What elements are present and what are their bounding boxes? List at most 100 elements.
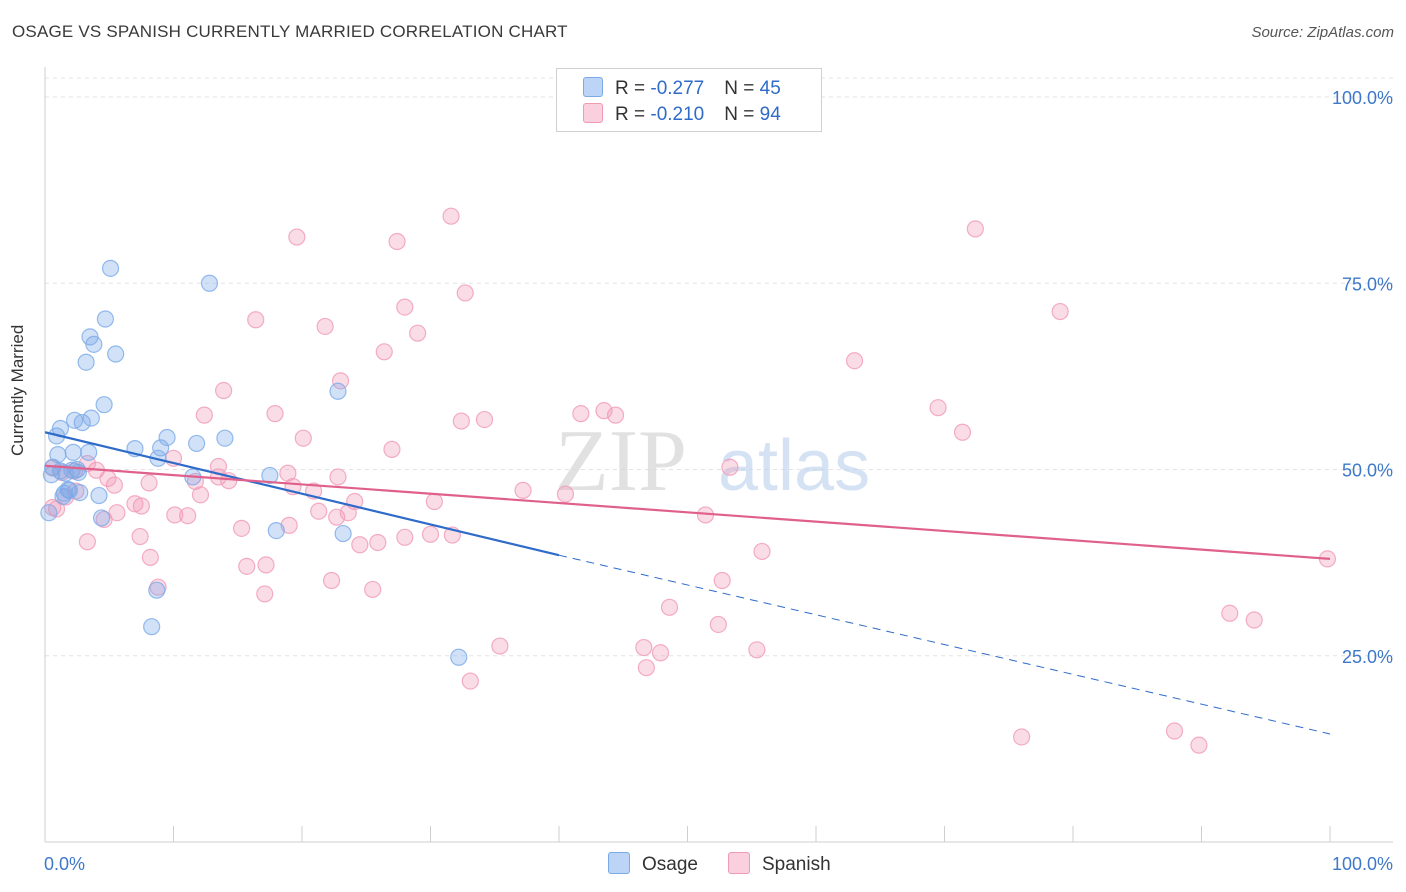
osage-point-38: [267, 521, 285, 540]
osage-point-5: [107, 345, 125, 363]
osage-point-2: [96, 310, 114, 328]
osage-points: [40, 259, 468, 666]
spanish-point-20: [475, 410, 494, 429]
osage-point-1: [200, 274, 219, 292]
spanish-point-12: [331, 372, 350, 390]
spanish-point-63: [421, 525, 440, 543]
osage-n-value: 45: [759, 78, 781, 99]
axes: [44, 67, 1393, 843]
osage-point-36: [40, 504, 58, 522]
spanish-point-76: [364, 580, 382, 599]
spanish-point-53: [310, 502, 328, 520]
osage-point-37: [92, 509, 111, 527]
spanish-point-0: [442, 207, 460, 225]
legend-row-osage: R = -0.277 N = 45: [583, 77, 781, 99]
spanish-point-54: [166, 506, 184, 524]
spanish-point-50: [126, 495, 144, 513]
osage-point-7: [329, 382, 347, 400]
osage-point-35: [90, 486, 108, 505]
spanish-point-17: [572, 405, 590, 423]
osage-trend-line: [44, 431, 560, 557]
osage-point-32: [60, 481, 79, 499]
spanish-r-value: -0.210: [650, 104, 705, 125]
osage-r-value: -0.277: [650, 78, 705, 99]
spanish-point-66: [396, 528, 414, 546]
spanish-point-22: [294, 429, 312, 447]
osage-point-20: [49, 446, 67, 464]
spanish-point-48: [425, 492, 443, 511]
watermark: ZIP atlas: [555, 413, 870, 510]
x-tick-label-min: 0.0%: [44, 854, 85, 874]
osage-point-21: [152, 439, 170, 457]
spanish-point-13: [215, 381, 233, 400]
y-tick-label-75: 75.0%: [1342, 274, 1393, 294]
spanish-point-82: [709, 615, 727, 634]
osage-point-13: [158, 428, 176, 447]
spanish-point-23: [953, 423, 972, 441]
osage-swatch: [583, 77, 603, 97]
spanish-point-87: [637, 659, 655, 677]
spanish-point-83: [491, 637, 509, 655]
spanish-point-1: [966, 220, 984, 238]
osage-point-26: [42, 466, 61, 484]
spanish-point-81: [1245, 611, 1263, 629]
osage-point-6: [77, 353, 95, 371]
spanish-swatch: [583, 103, 603, 123]
spanish-point-85: [748, 641, 766, 659]
spanish-n-value: 94: [759, 104, 781, 125]
spanish-point-4: [456, 284, 474, 302]
osage-point-39: [334, 524, 352, 543]
y-axis-label: Currently Married: [8, 324, 27, 456]
source-label: Source: ZipAtlas.com: [1251, 24, 1394, 41]
spanish-point-69: [351, 536, 369, 554]
tick-labels: 25.0% 50.0% 75.0% 100.0% 0.0% 100.0%: [44, 88, 1393, 874]
osage-point-8: [95, 396, 113, 414]
spanish-point-74: [322, 571, 341, 590]
spanish-point-61: [233, 519, 251, 537]
spanish-point-68: [78, 533, 97, 551]
osage-point-34: [71, 483, 89, 502]
bottom-legend-spanish: Spanish: [728, 852, 831, 876]
spanish-point-88: [461, 672, 479, 690]
spanish-point-46: [556, 485, 575, 503]
spanish-point-35: [329, 468, 347, 486]
spanish-point-16: [266, 405, 284, 423]
spanish-point-21: [606, 406, 625, 424]
osage-legend-swatch: [608, 852, 630, 874]
osage-point-29: [261, 466, 279, 485]
spanish-point-6: [1051, 302, 1069, 321]
spanish-trend-line: [44, 464, 1331, 560]
trend-lines: [44, 431, 1331, 735]
spanish-legend-swatch: [728, 852, 750, 874]
osage-point-16: [188, 434, 206, 453]
spanish-point-5: [396, 298, 414, 316]
spanish-point-2: [288, 228, 306, 246]
spanish-point-10: [375, 343, 393, 361]
spanish-point-90: [1012, 728, 1031, 746]
spanish-point-3: [388, 232, 406, 251]
y-tick-label-100: 100.0%: [1332, 88, 1393, 108]
spanish-point-14: [929, 399, 947, 417]
spanish-point-11: [845, 352, 864, 370]
legend-row-spanish: R = -0.210 N = 94: [583, 103, 781, 125]
bottom-legend-osage: Osage: [608, 852, 698, 876]
spanish-point-62: [280, 516, 298, 534]
osage-point-18: [64, 443, 82, 461]
osage-point-43: [55, 484, 73, 502]
osage-point-41: [143, 618, 161, 636]
spanish-point-56: [179, 507, 197, 525]
spanish-point-70: [753, 542, 771, 561]
spanish-point-71: [141, 548, 159, 567]
spanish-point-27: [721, 458, 739, 476]
legend: R = -0.277 N = 45 R = -0.210 N = 94: [556, 68, 822, 132]
osage-point-0: [101, 259, 120, 277]
watermark-atlas: atlas: [718, 426, 870, 506]
x-tick-label-max: 100.0%: [1332, 854, 1393, 874]
spanish-point-7: [247, 311, 265, 329]
spanish-point-84: [635, 638, 653, 657]
y-tick-label-25: 25.0%: [1342, 647, 1393, 667]
spanish-point-79: [660, 598, 679, 616]
spanish-point-78: [256, 585, 274, 603]
osage-point-19: [80, 443, 98, 461]
